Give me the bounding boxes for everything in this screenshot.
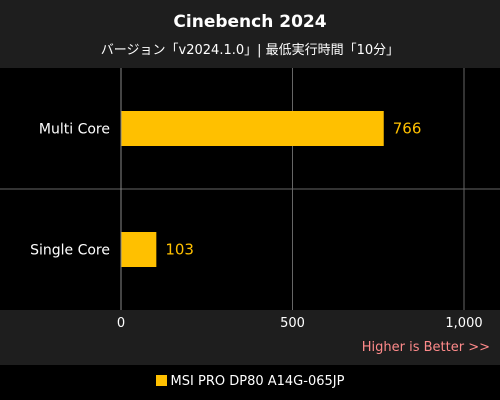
legend-label: MSI PRO DP80 A14G-065JP	[170, 374, 345, 389]
value-label: 766	[393, 120, 422, 138]
bar	[121, 111, 384, 146]
category-label: Single Core	[30, 243, 110, 259]
legend-swatch	[155, 375, 167, 386]
x-tick-label: 1,000	[445, 316, 482, 331]
x-tick-label: 500	[280, 316, 305, 331]
value-label: 103	[165, 241, 194, 259]
legend-strip	[0, 365, 500, 400]
legend: MSI PRO DP80 A14G-065JP	[0, 374, 500, 389]
higher-is-better-note: Higher is Better >>	[362, 340, 490, 355]
bar-chart: 0 500 1,000 Multi Core 766 Single Core 103 High…	[0, 68, 500, 355]
category-label: Multi Core	[39, 122, 110, 138]
chart-subtitle: バージョン「v2024.1.0」| 最低実行時間「10分」	[100, 43, 400, 58]
chart-title: Cinebench 2024	[173, 12, 327, 32]
bar	[121, 232, 157, 267]
x-tick-label: 0	[117, 316, 125, 331]
